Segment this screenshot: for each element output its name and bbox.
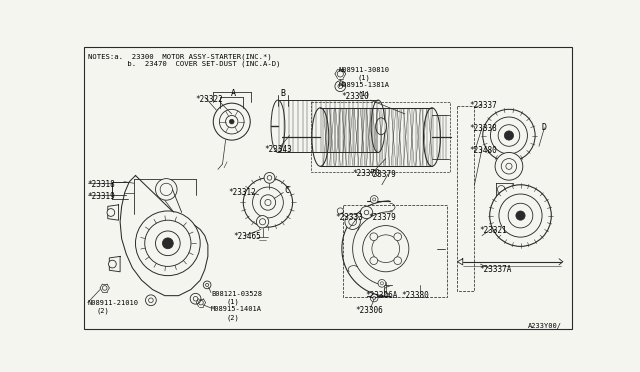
Circle shape — [378, 279, 386, 287]
Circle shape — [264, 173, 275, 183]
Circle shape — [370, 257, 378, 264]
Text: *23333: *23333 — [336, 213, 364, 222]
Text: *23319: *23319 — [88, 192, 115, 201]
Text: *23370: *23370 — [353, 169, 380, 177]
Text: *23306A: *23306A — [365, 291, 397, 300]
Ellipse shape — [371, 100, 385, 153]
Circle shape — [345, 214, 360, 230]
Text: D: D — [542, 123, 547, 132]
Circle shape — [156, 179, 177, 200]
Text: NOTES:a.  23300  MOTOR ASSY-STARTER(INC.*): NOTES:a. 23300 MOTOR ASSY-STARTER(INC.*) — [88, 53, 271, 60]
Text: *23310: *23310 — [341, 92, 369, 102]
Text: *23379: *23379 — [369, 170, 397, 179]
Text: C: C — [284, 186, 289, 195]
Bar — [344, 205, 447, 297]
Circle shape — [495, 153, 523, 180]
Circle shape — [504, 131, 513, 140]
Ellipse shape — [376, 118, 387, 135]
Circle shape — [257, 216, 269, 228]
Text: N08911-30810: N08911-30810 — [339, 67, 390, 73]
Text: *23337: *23337 — [469, 101, 497, 110]
Text: (1): (1) — [227, 299, 239, 305]
Text: A233Y00/: A233Y00/ — [528, 323, 562, 328]
Text: *23322: *23322 — [196, 96, 223, 105]
Text: *23321: *23321 — [479, 226, 507, 235]
Circle shape — [109, 260, 116, 268]
Text: *23343: *23343 — [264, 145, 292, 154]
Text: B: B — [281, 89, 286, 97]
Text: *23312: *23312 — [228, 188, 255, 197]
Ellipse shape — [312, 108, 329, 166]
Text: *23306: *23306 — [355, 307, 383, 315]
Circle shape — [490, 185, 551, 246]
Text: M08915-1401A: M08915-1401A — [211, 307, 262, 312]
Circle shape — [394, 257, 401, 264]
Circle shape — [394, 233, 401, 241]
Circle shape — [370, 233, 378, 241]
Text: M08915-1381A: M08915-1381A — [339, 82, 390, 89]
Text: B08121-03528: B08121-03528 — [211, 291, 262, 297]
Bar — [311, 102, 451, 173]
Circle shape — [190, 294, 201, 304]
Circle shape — [360, 206, 372, 219]
Circle shape — [230, 119, 234, 124]
Circle shape — [483, 109, 535, 162]
Text: *23379: *23379 — [369, 213, 397, 222]
Text: b.  23470  COVER SET-DUST (INC.A-D): b. 23470 COVER SET-DUST (INC.A-D) — [88, 61, 280, 67]
Text: N08911-21010: N08911-21010 — [88, 299, 139, 305]
Text: *23318: *23318 — [88, 180, 115, 189]
Text: *23338: *23338 — [469, 124, 497, 133]
Ellipse shape — [271, 100, 285, 153]
Circle shape — [136, 211, 200, 276]
Text: *23480: *23480 — [469, 145, 497, 154]
Circle shape — [371, 196, 378, 203]
Circle shape — [163, 238, 173, 249]
Circle shape — [107, 209, 115, 217]
Text: (1): (1) — [357, 75, 370, 81]
Circle shape — [145, 295, 156, 306]
Text: *23337A: *23337A — [479, 265, 511, 274]
Circle shape — [243, 178, 292, 227]
Circle shape — [516, 211, 525, 220]
Text: (1): (1) — [357, 90, 370, 97]
Circle shape — [371, 294, 378, 302]
Bar — [458, 106, 474, 291]
Circle shape — [335, 81, 346, 92]
Circle shape — [204, 281, 211, 289]
Ellipse shape — [424, 108, 440, 166]
Text: (2): (2) — [227, 314, 239, 321]
Text: *23380: *23380 — [401, 291, 429, 300]
Text: *23465: *23465 — [234, 232, 261, 241]
Circle shape — [213, 103, 250, 140]
Text: A: A — [231, 89, 236, 97]
Text: (2): (2) — [97, 307, 109, 314]
